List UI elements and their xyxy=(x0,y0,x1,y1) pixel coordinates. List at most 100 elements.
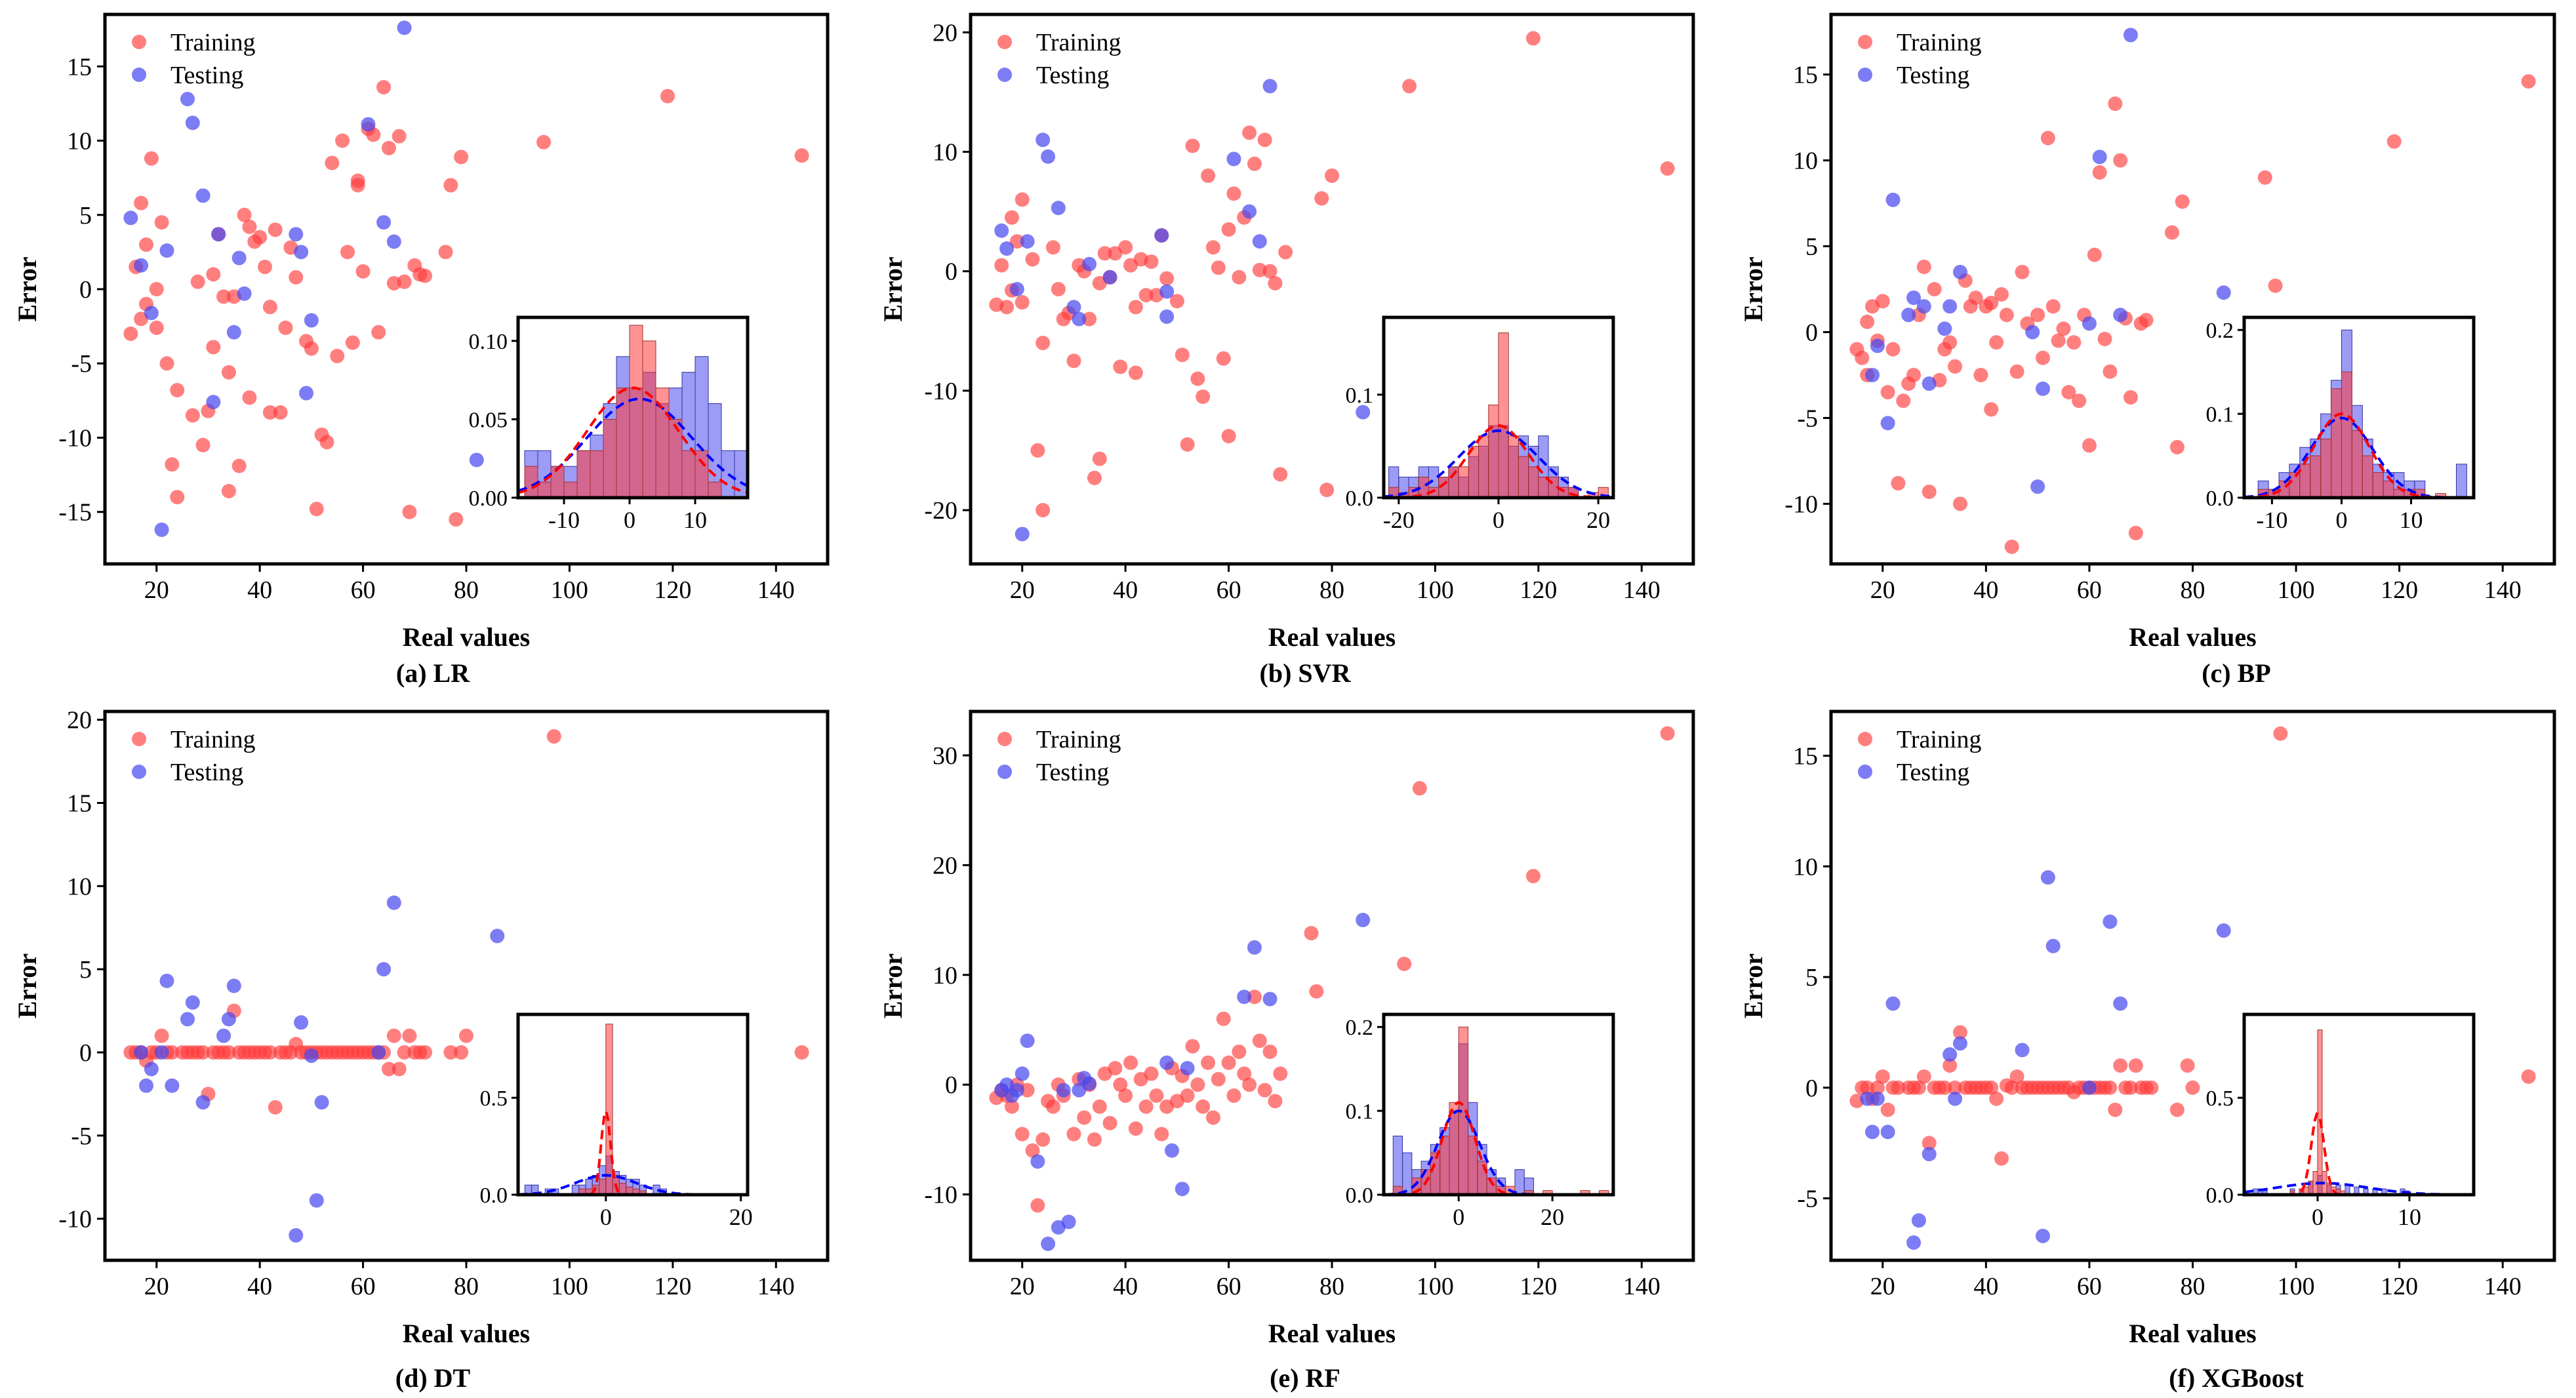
legend-training-marker xyxy=(997,35,1012,49)
training-point xyxy=(1984,402,1999,417)
y-tick-label: 0 xyxy=(79,276,92,304)
testing-point xyxy=(154,522,169,537)
training-point xyxy=(1242,125,1257,140)
x-tick-label: 60 xyxy=(351,576,376,604)
testing-point xyxy=(206,395,221,410)
legend-testing-marker xyxy=(1858,765,1872,779)
training-point xyxy=(1875,1069,1890,1084)
legend-testing-label: Testing xyxy=(171,62,243,89)
panel-caption: (b) SVR xyxy=(1260,658,1352,688)
testing-point xyxy=(1159,1055,1175,1070)
training-point xyxy=(1087,1132,1102,1147)
training-point xyxy=(1128,365,1143,380)
x-axis-label: Real values xyxy=(1268,622,1396,652)
testing-point xyxy=(2103,914,2118,929)
inset-x-tick-label: 0 xyxy=(2312,1204,2324,1230)
training-hist-bar xyxy=(2310,455,2322,498)
training-point xyxy=(1942,335,1958,350)
training-point xyxy=(1015,295,1030,310)
testing-point xyxy=(1860,1091,1875,1106)
training-point xyxy=(2169,1102,2184,1117)
inset-y-tick-label: 0.1 xyxy=(1346,1100,1374,1124)
training-point xyxy=(1149,1088,1164,1103)
training-point xyxy=(237,207,252,222)
training-hist-bar xyxy=(681,450,696,498)
y-tick-label: -10 xyxy=(924,378,957,405)
training-point xyxy=(165,1045,180,1060)
training-point xyxy=(268,1100,283,1115)
training-hist-bar xyxy=(2362,455,2373,498)
training-point xyxy=(1870,1080,1885,1095)
testing-point xyxy=(1015,527,1030,542)
testing-point xyxy=(1922,1147,1937,1161)
training-point xyxy=(1036,503,1051,518)
y-tick-label: -5 xyxy=(1797,1186,1818,1213)
testing-point xyxy=(1880,416,1895,431)
testing-point xyxy=(1901,308,1916,323)
training-point xyxy=(1025,252,1040,267)
training-point xyxy=(402,504,417,519)
training-point xyxy=(1082,311,1097,327)
testing-point xyxy=(469,452,484,468)
training-hist-bar xyxy=(576,450,591,498)
legend: Training Testing xyxy=(1858,726,1982,786)
inset-x-tick-label: 20 xyxy=(1540,1204,1564,1230)
training-point xyxy=(1273,1066,1288,1081)
training-point xyxy=(123,326,138,341)
inset-y-tick-label: 0.2 xyxy=(1346,1016,1374,1040)
training-point xyxy=(1319,483,1335,498)
training-point xyxy=(2521,74,2536,89)
training-point xyxy=(149,282,164,296)
x-tick-label: 120 xyxy=(654,1273,691,1300)
training-point xyxy=(138,237,153,252)
x-tick-label: 140 xyxy=(2484,1273,2522,1300)
training-point xyxy=(2036,350,2051,365)
training-point xyxy=(1397,957,1412,972)
training-point xyxy=(994,258,1009,273)
training-point xyxy=(1144,1066,1159,1081)
training-point xyxy=(1402,79,1417,94)
training-point xyxy=(438,245,453,260)
testing-point xyxy=(999,241,1015,256)
training-hist-bar xyxy=(2351,430,2363,498)
testing-point xyxy=(195,1095,211,1110)
training-point xyxy=(2087,247,2102,262)
training-point xyxy=(2066,335,2082,350)
training-point xyxy=(2092,165,2107,180)
legend-training-label: Training xyxy=(171,29,256,56)
testing-point xyxy=(138,1078,153,1093)
legend: Training Testing xyxy=(132,726,256,786)
x-tick-label: 80 xyxy=(2181,1273,2205,1300)
training-point xyxy=(1309,984,1324,999)
testing-point xyxy=(1870,338,1885,353)
training-point xyxy=(1989,335,2004,350)
training-point xyxy=(2175,194,2190,209)
training-point xyxy=(2056,321,2071,336)
training-point xyxy=(206,340,221,355)
training-point xyxy=(262,405,277,420)
x-tick-label: 120 xyxy=(654,576,691,604)
training-point xyxy=(268,222,283,237)
training-point xyxy=(381,1062,396,1077)
legend-testing-label: Testing xyxy=(1036,759,1109,786)
y-axis-label: Error xyxy=(878,256,908,321)
inset-y-tick-label: 0.2 xyxy=(2206,319,2234,343)
training-point xyxy=(1201,1055,1216,1070)
x-axis-label: Real values xyxy=(403,1319,530,1348)
training-point xyxy=(1216,1011,1231,1026)
panel-caption: (c) BP xyxy=(2202,658,2271,688)
x-tick-label: 80 xyxy=(454,1273,479,1300)
training-point xyxy=(2169,439,2184,454)
testing-point xyxy=(211,227,226,242)
training-point xyxy=(2139,313,2154,328)
y-tick-label: 10 xyxy=(933,139,957,167)
training-point xyxy=(1922,485,1937,500)
training-point xyxy=(2257,170,2272,185)
training-point xyxy=(794,148,809,163)
training-point xyxy=(159,356,174,371)
training-point xyxy=(1211,1071,1226,1087)
testing-point xyxy=(1865,1125,1880,1140)
training-point xyxy=(1004,1099,1019,1114)
y-tick-label: 5 xyxy=(1805,964,1818,991)
training-point xyxy=(1268,275,1283,290)
